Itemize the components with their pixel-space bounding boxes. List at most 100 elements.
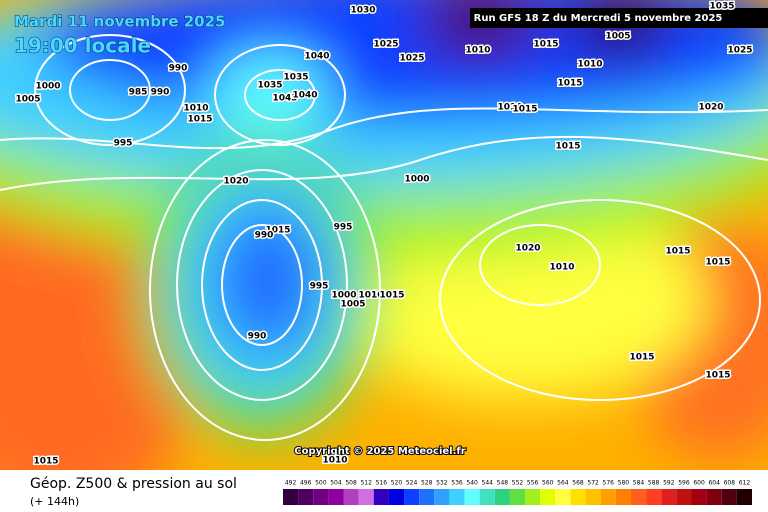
scale-cell [615, 489, 631, 505]
scale-cell [706, 489, 722, 505]
scale-cell [661, 489, 677, 505]
scale-label: 588 [648, 480, 660, 487]
scale-label: 516 [376, 480, 388, 487]
scale-label: 540 [466, 480, 478, 487]
scale-label: 584 [633, 480, 645, 487]
copyright: Copyright © 2025 Meteociel.fr [294, 446, 465, 457]
isobar-label: 1015 [705, 258, 730, 268]
scale-cell [388, 489, 405, 505]
isobar-label: 985 [129, 88, 148, 98]
isobar-label: 1015 [512, 105, 537, 115]
isobar-label: 1015 [557, 79, 582, 89]
isobar-label: 1020 [515, 244, 540, 254]
isobar-label: 1010 [183, 104, 208, 114]
scale-cell [434, 489, 450, 505]
isobar-label: 1025 [373, 40, 398, 50]
scale-cell [509, 489, 526, 505]
isobar-label: 995 [334, 223, 353, 233]
scale-cell [464, 489, 480, 505]
scale-cell [525, 489, 541, 505]
scale-cell [313, 489, 329, 505]
scale-cell [494, 489, 510, 505]
scale-cell [585, 489, 601, 505]
isobar-label: 1015 [705, 371, 730, 381]
scale-cell [404, 489, 420, 505]
isobar-lines [0, 34, 768, 441]
isobar-label: 1020 [698, 103, 723, 113]
isobar-label: 1015 [33, 457, 58, 467]
scale-label: 492 [285, 480, 297, 487]
scale-cell [358, 489, 374, 505]
scale-label: 500 [315, 480, 327, 487]
run-info: Run GFS 18 Z du Mercredi 5 novembre 2025 [474, 13, 723, 24]
scale-label: 604 [708, 480, 720, 487]
isobar-label: 995 [114, 139, 133, 149]
isobar-label: 1015 [555, 142, 580, 152]
scale-cell [600, 489, 616, 505]
isobar-label: 1000 [404, 175, 429, 185]
scale-cell [373, 489, 389, 505]
time: 19:00 locale [14, 34, 151, 58]
isobar-label: 1015 [379, 291, 404, 301]
isobar-label: 1015 [265, 226, 290, 236]
scale-cell [449, 489, 465, 505]
scale-cell [328, 489, 344, 505]
scale-label: 504 [330, 480, 342, 487]
scale-cell [540, 489, 556, 505]
scale-label: 560 [542, 480, 554, 487]
scale-label: 528 [421, 480, 433, 487]
isobar-label: 1000 [331, 291, 356, 301]
scale-cell [555, 489, 571, 505]
isobar-label: 1000 [35, 82, 60, 92]
scale-label: 548 [497, 480, 509, 487]
isobar-label: 990 [248, 332, 267, 342]
scale-cell [283, 489, 299, 505]
scale-label: 568 [572, 480, 584, 487]
isobar-label: 1035 [283, 73, 308, 83]
isobar-label: 1005 [605, 32, 630, 42]
isobar-label: 1015 [629, 353, 654, 363]
date: Mardi 11 novembre 2025 [14, 13, 226, 31]
scale-cell [570, 489, 586, 505]
scale-label: 552 [512, 480, 524, 487]
scale-label: 572 [587, 480, 599, 487]
isobar-label: 1045 [272, 94, 297, 104]
isobar-label: 1025 [399, 54, 424, 64]
scale-label: 544 [482, 480, 494, 487]
legend-subtitle: (+ 144h) [30, 495, 79, 508]
scale-label: 580 [618, 480, 630, 487]
scale-label: 536 [451, 480, 463, 487]
scale-label: 612 [739, 480, 751, 487]
isobar-label: 1015 [187, 115, 212, 125]
scale-label: 576 [603, 480, 615, 487]
scale-label: 592 [663, 480, 675, 487]
isobar-label: 990 [151, 88, 170, 98]
scale-cell [419, 489, 435, 505]
scale-label: 520 [391, 480, 403, 487]
scale-label: 496 [300, 480, 312, 487]
isobar-label: 1005 [340, 300, 365, 310]
scale-cell [676, 489, 692, 505]
isobar-label: 1015 [533, 40, 558, 50]
isobar-label: 1010 [358, 291, 383, 301]
scale-cell [646, 489, 662, 505]
scale-label: 564 [557, 480, 569, 487]
scale-cell [343, 489, 359, 505]
scale-label: 596 [678, 480, 690, 487]
isobar-label: 1040 [292, 91, 317, 101]
isobar-label: 1020 [223, 177, 248, 187]
scale-label: 556 [527, 480, 539, 487]
isobar-label: 1010 [465, 46, 490, 56]
isobar-label: 1035 [257, 81, 282, 91]
isobar-label: 990 [255, 231, 274, 241]
isobar-label: 1010 [549, 263, 574, 273]
scale-cell [736, 489, 752, 505]
isobar-label: 995 [310, 282, 329, 292]
scale-label: 508 [345, 480, 357, 487]
scale-cell [691, 489, 707, 505]
isobar-label: 990 [169, 64, 188, 74]
isobar-label: 1010 [322, 456, 347, 466]
isobar-label: 1035 [709, 2, 734, 12]
